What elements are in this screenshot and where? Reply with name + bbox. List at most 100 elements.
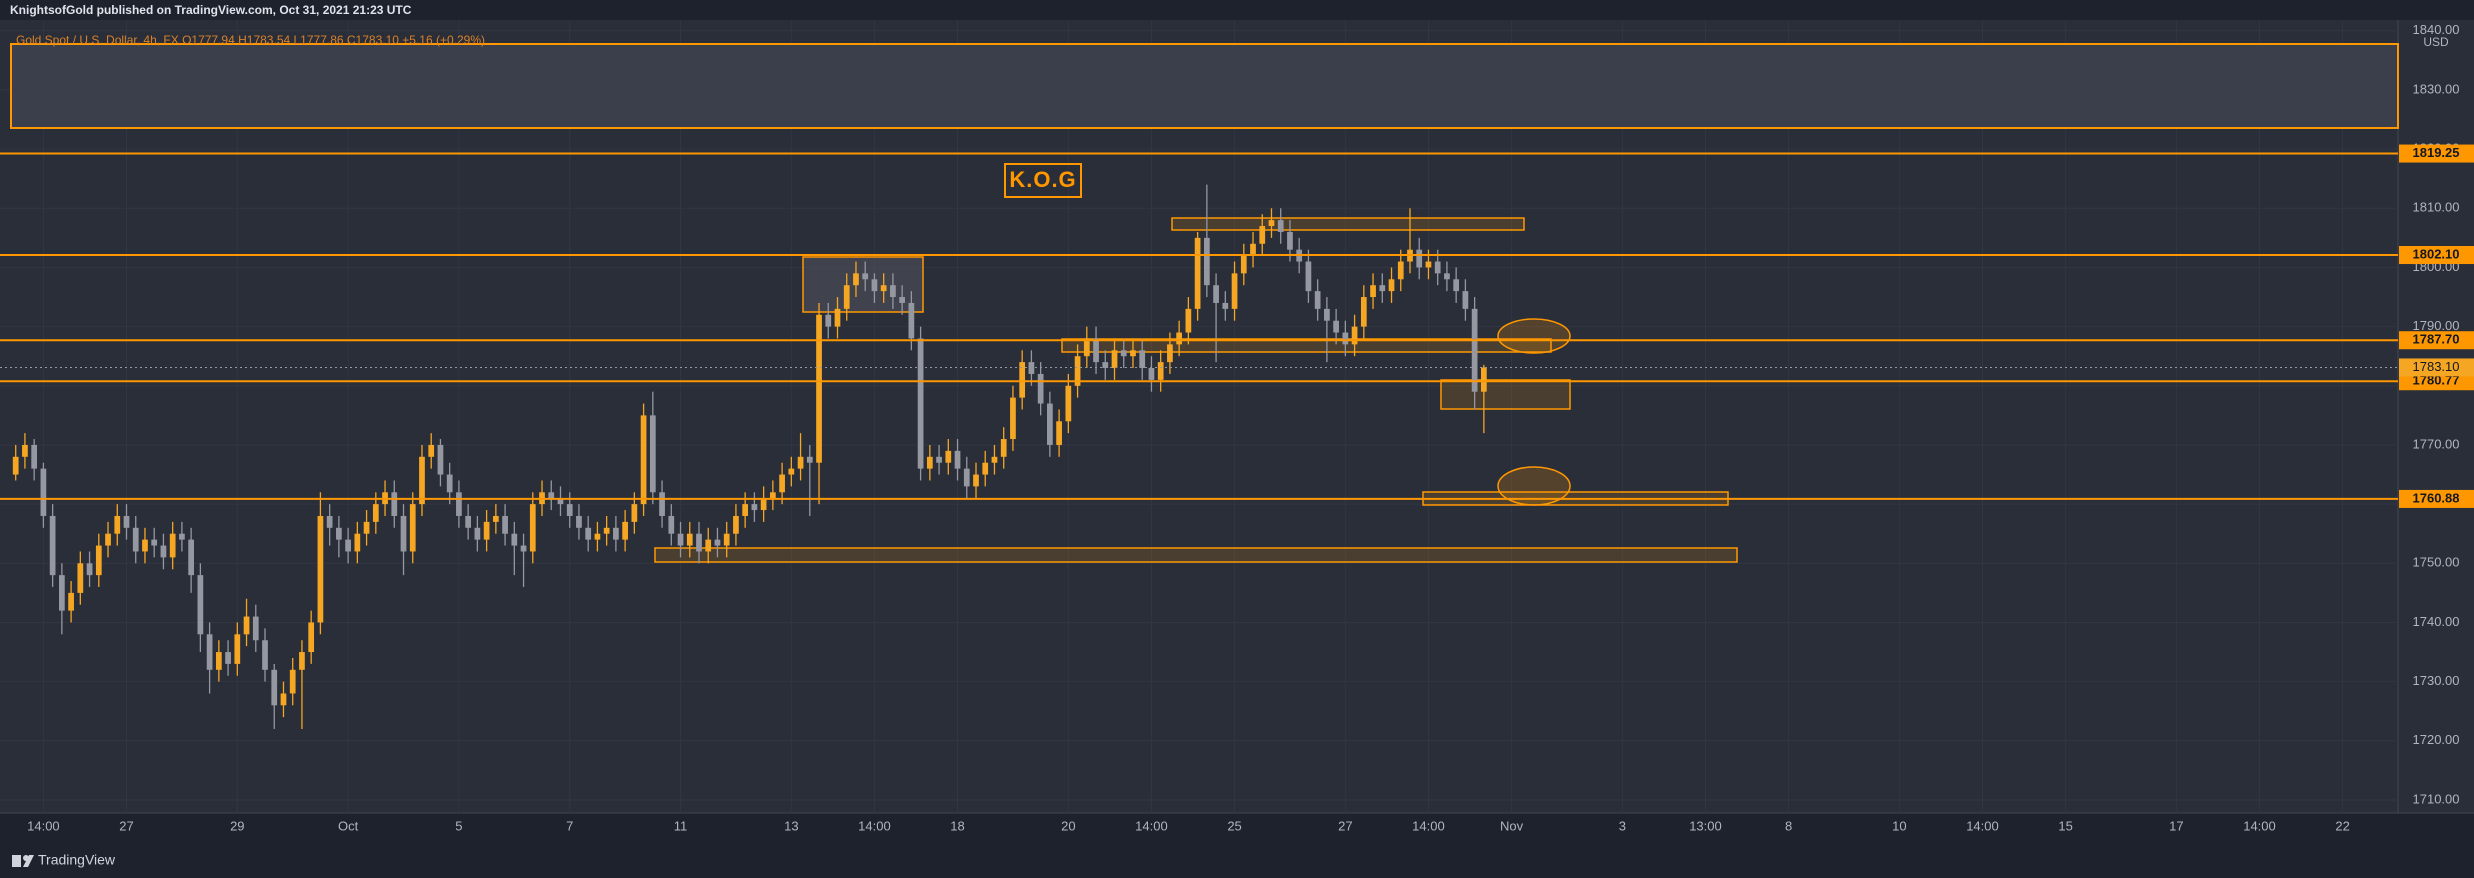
candle-body [492, 515, 499, 522]
candle-body [594, 533, 601, 540]
candle-body [1000, 439, 1007, 457]
candle-body [188, 539, 195, 576]
candle-body [1065, 385, 1072, 422]
y-tick-label: 1720.00 [2413, 732, 2460, 747]
candle-body [520, 545, 527, 552]
candle-body [640, 415, 647, 505]
candle-body [1047, 403, 1053, 445]
level-label: 1819.25 [2413, 145, 2460, 160]
candle-body [1157, 362, 1164, 380]
candle-body [391, 492, 398, 516]
candle-body [446, 474, 453, 493]
candle-body [806, 456, 813, 463]
candle-body [1203, 237, 1210, 286]
x-tick-label: 14:00 [2243, 818, 2276, 833]
x-tick-label: 15 [2058, 818, 2072, 833]
candle-body [409, 504, 416, 552]
candle-body [1083, 338, 1090, 357]
x-tick-label: 10 [1892, 818, 1906, 833]
candle-body [345, 539, 351, 552]
x-tick-label: 7 [566, 818, 573, 833]
candle-body [631, 504, 638, 522]
candle-body [1019, 362, 1026, 398]
x-tick-label: 18 [950, 818, 964, 833]
candle-body [1324, 308, 1330, 321]
x-tick-label: Nov [1500, 818, 1524, 833]
x-tick-label: 13:00 [1689, 818, 1722, 833]
x-tick-label: 11 [674, 818, 688, 833]
candle-body [686, 533, 693, 546]
candle-body [22, 444, 28, 457]
zone-box [654, 547, 1738, 563]
candle-body [548, 492, 555, 499]
x-tick-label: 14:00 [27, 818, 60, 833]
candle-body [456, 492, 462, 516]
chart-title: KnightsofGold published on TradingView.c… [10, 3, 412, 17]
candle-body [668, 515, 675, 534]
last-price-label-bg [2399, 358, 2474, 377]
candle-body [12, 456, 19, 475]
candle-body [779, 474, 785, 493]
currency-label: USD [2423, 35, 2449, 49]
x-tick-label: 29 [230, 818, 244, 833]
candle-body [890, 285, 896, 298]
candle-body [926, 456, 933, 469]
candle-body [649, 415, 656, 493]
candle-body [160, 545, 167, 558]
target-ellipse [1497, 466, 1571, 506]
y-tick-label: 1750.00 [2413, 555, 2460, 570]
candle-body [262, 640, 268, 670]
candle-body [963, 468, 970, 487]
candle-body [1130, 350, 1136, 357]
candle-body [557, 498, 564, 505]
annotation-box [1004, 163, 1082, 198]
candle-body [419, 456, 425, 505]
candle-body [1342, 332, 1349, 345]
candle-body [151, 539, 158, 546]
x-tick-label: 22 [2335, 818, 2349, 833]
candle-body [437, 444, 444, 475]
candle-body [502, 515, 508, 534]
candle-body [1120, 350, 1127, 357]
candle-body [1056, 421, 1062, 445]
candle-body [252, 616, 259, 641]
x-tick-label: 14:00 [1966, 818, 1999, 833]
x-tick-label: 14:00 [1135, 818, 1168, 833]
footer: TradingView [38, 852, 116, 868]
candle-body [1333, 320, 1339, 333]
candle-body [234, 634, 241, 664]
candle-body [751, 504, 758, 511]
x-tick-label: 27 [119, 818, 133, 833]
zone-box [1061, 338, 1552, 353]
candle-body [853, 273, 859, 286]
candle-body [917, 338, 924, 469]
candle-body [825, 314, 832, 327]
candle-body [705, 539, 712, 552]
candle-body [132, 527, 139, 552]
candle-body [49, 515, 56, 576]
supply-zone [10, 43, 2399, 129]
level-label: 1787.70 [2413, 332, 2460, 347]
candle-body [465, 515, 472, 528]
candle-body [317, 515, 324, 623]
candle-body [1480, 367, 1487, 392]
candle-body [59, 575, 65, 611]
level-label-bg [2399, 372, 2474, 391]
candle-body [1268, 220, 1275, 227]
candle-body [714, 539, 721, 546]
candle-body [1277, 220, 1284, 232]
candle-body [973, 474, 979, 487]
candle-body [428, 444, 435, 457]
x-tick-label: 27 [1338, 818, 1352, 833]
x-tick-label: 25 [1227, 818, 1241, 833]
candle-body [363, 521, 370, 534]
candle-body [1287, 231, 1293, 250]
y-tick-label: 1830.00 [2413, 81, 2460, 96]
candle-body [1370, 285, 1376, 298]
candle-body [954, 450, 961, 469]
zone-box [802, 256, 924, 313]
candle-body [585, 527, 592, 540]
candle-body [197, 575, 204, 635]
footer-logo [12, 855, 34, 867]
